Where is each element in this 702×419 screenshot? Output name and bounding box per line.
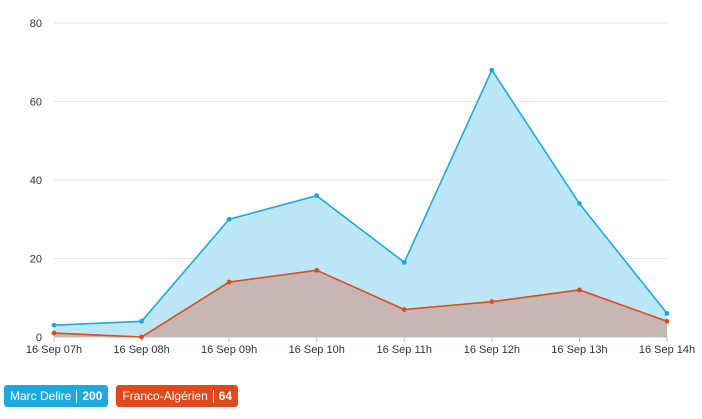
point-franco-algerien[interactable] [226, 279, 232, 285]
area-chart: 0 20 40 60 80 16 Sep 07h 16 Sep 08h 16 Sep 09h 1… [26, 18, 695, 356]
point-franco-algerien[interactable] [401, 307, 407, 312]
legend-separator [212, 389, 214, 403]
legend-badge-franco-algerien[interactable]: Franco-Algérien 64 [116, 385, 239, 407]
legend-badge-marc-delire[interactable]: Marc Delire 200 [4, 385, 109, 407]
point-marc-delire[interactable] [314, 193, 320, 199]
legend-count-franco-algerien: 64 [218, 389, 233, 403]
legend-label-franco-algerien: Franco-Algérien [122, 389, 208, 403]
point-marc-delire[interactable] [51, 322, 57, 328]
legend-separator [76, 389, 78, 403]
point-franco-algerien[interactable] [577, 287, 582, 293]
area-marc-delire [54, 70, 667, 337]
legend: Marc Delire 200 Franco-Algérien 64 [4, 385, 239, 407]
point-marc-delire[interactable] [401, 260, 407, 265]
line-franco-algerien [53, 269, 668, 338]
point-franco-algerien[interactable] [489, 299, 495, 305]
y-tick-label: 20 [30, 254, 42, 266]
x-tick-label: 16 Sep 13h [551, 344, 607, 356]
legend-label-marc-delire: Marc Delire [10, 389, 72, 403]
point-marc-delire[interactable] [139, 318, 144, 324]
point-marc-delire[interactable] [664, 311, 670, 316]
x-tick-label: 16 Sep 08h [113, 344, 169, 356]
point-marc-delire[interactable] [489, 67, 495, 73]
point-franco-algerien[interactable] [139, 334, 144, 340]
y-tick-label: 40 [30, 175, 42, 187]
point-marc-delire[interactable] [226, 216, 232, 222]
y-tick-label: 80 [30, 18, 42, 30]
series-areas [54, 70, 667, 337]
point-franco-algerien[interactable] [51, 330, 57, 336]
x-tick-label: 16 Sep 10h [289, 344, 345, 356]
x-tick-label: 16 Sep 11h [377, 344, 432, 356]
series-points [51, 67, 670, 340]
point-franco-algerien[interactable] [664, 318, 670, 324]
area-franco-algerien [54, 270, 667, 337]
series-lines [53, 69, 668, 338]
point-franco-algerien[interactable] [314, 267, 320, 273]
x-tick-label: 16 Sep 14h [639, 344, 695, 356]
x-tick-label: 16 Sep 07h [26, 344, 82, 356]
legend-count-marc-delire: 200 [82, 389, 103, 403]
line-marc-delire [53, 69, 668, 326]
axis-labels: 0 20 40 60 80 16 Sep 07h 16 Sep 08h 16 Sep 09h 1… [26, 18, 695, 356]
point-marc-delire[interactable] [577, 201, 582, 206]
x-tick-label: 16 Sep 09h [201, 344, 257, 356]
y-tick-label: 0 [36, 332, 42, 344]
x-tick-label: 16 Sep 12h [464, 344, 520, 356]
y-tick-label: 60 [30, 97, 42, 109]
